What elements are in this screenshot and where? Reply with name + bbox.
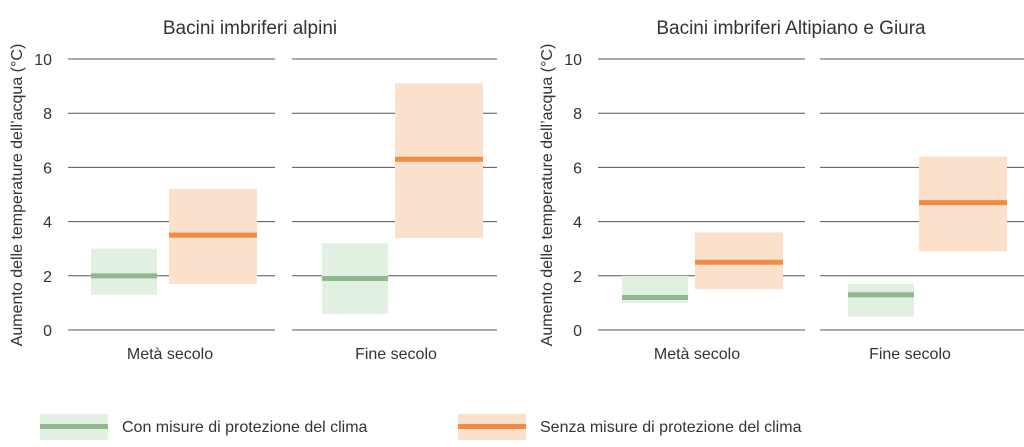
median-line <box>169 232 257 238</box>
legend-label: Senza misure di protezione del clima <box>540 419 802 436</box>
median-lines <box>91 156 483 282</box>
median-line <box>622 294 688 300</box>
category-labels: Metà secolo Fine secolo <box>654 346 951 363</box>
legend-label: Con misure di protezione del clima <box>122 419 368 436</box>
y-tick-labels: 0 2 4 6 8 10 <box>564 52 582 340</box>
y-tick-labels: 0 2 4 6 8 10 <box>34 52 52 340</box>
y-tick-label: 4 <box>43 215 52 232</box>
legend-item-without-protection: Senza misure di protezione del clima <box>458 414 802 440</box>
y-tick-label: 8 <box>573 106 582 123</box>
y-axis-label: Aumento delle temperature dell’acqua (°C… <box>539 44 556 347</box>
median-line <box>395 156 483 162</box>
y-tick-label: 2 <box>573 269 582 286</box>
range-band <box>91 248 157 295</box>
y-tick-label: 8 <box>43 106 52 123</box>
category-label: Fine secolo <box>869 346 951 363</box>
y-tick-label: 10 <box>34 52 52 69</box>
category-labels: Metà secolo Fine secolo <box>127 346 437 363</box>
median-line <box>91 273 157 279</box>
legend-swatch-line <box>40 424 108 429</box>
y-tick-label: 4 <box>573 215 582 232</box>
y-tick-label: 2 <box>43 269 52 286</box>
median-line <box>919 200 1007 206</box>
category-label: Metà secolo <box>654 346 740 363</box>
y-tick-label: 0 <box>43 323 52 340</box>
y-axis-label: Aumento delle temperature dell’acqua (°C… <box>9 44 26 347</box>
y-tick-label: 0 <box>573 323 582 340</box>
median-line <box>322 276 388 282</box>
category-label: Metà secolo <box>127 346 213 363</box>
panel-alpini: Bacini imbriferi alpini Aumento delle te… <box>9 18 497 363</box>
y-tick-label: 10 <box>564 52 582 69</box>
median-line <box>848 292 914 298</box>
legend: Con misure di protezione del clima Senza… <box>40 414 802 440</box>
range-band <box>848 283 914 317</box>
legend-swatch-line <box>458 424 526 429</box>
range-bands <box>622 156 1007 317</box>
range-bands <box>91 83 483 314</box>
chart-title: Bacini imbriferi Altipiano e Giura <box>656 18 926 39</box>
median-line <box>695 259 783 265</box>
panel-altipiano-giura: Bacini imbriferi Altipiano e Giura Aumen… <box>539 18 1024 363</box>
y-tick-label: 6 <box>43 160 52 177</box>
legend-item-with-protection: Con misure di protezione del clima <box>40 414 368 440</box>
chart-title: Bacini imbriferi alpini <box>163 18 337 39</box>
y-tick-label: 6 <box>573 160 582 177</box>
median-lines <box>622 200 1007 300</box>
category-label: Fine secolo <box>355 346 437 363</box>
